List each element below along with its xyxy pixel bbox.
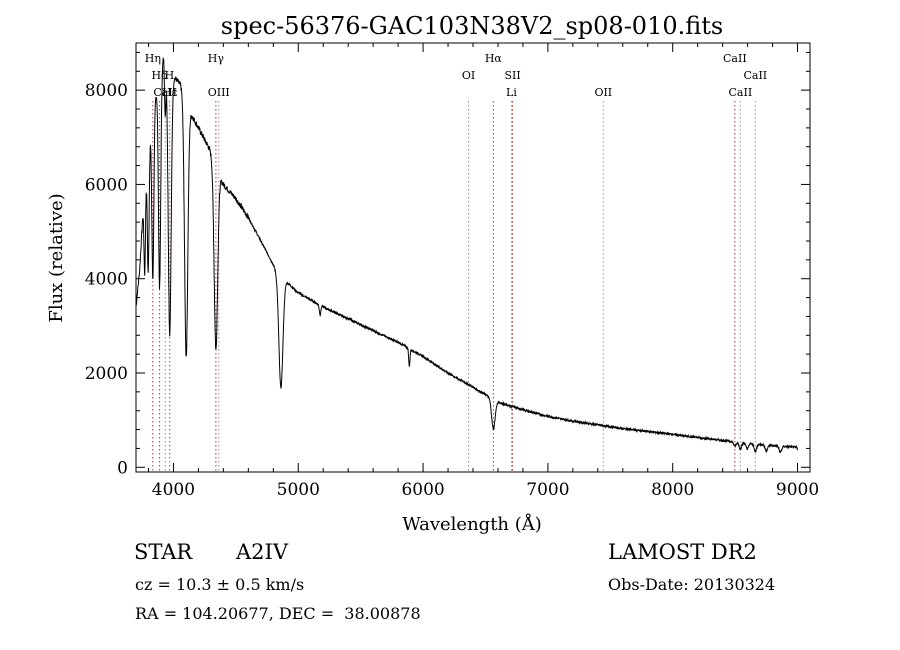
x-tick-label: 4000 xyxy=(152,480,195,500)
survey-name: LAMOST DR2 xyxy=(608,540,757,564)
line-marker-label: CaII xyxy=(723,52,747,65)
spectrum-line xyxy=(135,57,798,454)
line-marker-label: Hα xyxy=(485,52,503,65)
line-marker-label: CaII xyxy=(153,86,177,99)
line-marker-label: OI xyxy=(462,69,475,82)
x-axis-label: Wavelength (Å) xyxy=(402,513,542,535)
obs-date-text: Obs-Date: 20130324 xyxy=(608,575,776,594)
coordinates-text: RA = 104.20677, DEC = 38.00878 xyxy=(135,604,421,623)
line-marker-label: H xyxy=(165,69,175,82)
x-tick-label: 9000 xyxy=(776,480,819,500)
y-tick-label: 6000 xyxy=(85,175,128,195)
x-tick-label: 5000 xyxy=(277,480,320,500)
object-subclass: A2IV xyxy=(236,540,288,564)
line-marker-label: CaII xyxy=(743,69,767,82)
y-axis-label: Flux (relative) xyxy=(46,193,67,322)
object-class: STAR xyxy=(134,540,193,564)
x-tick-label: 8000 xyxy=(651,480,694,500)
y-tick-label: 0 xyxy=(117,458,128,478)
y-tick-label: 8000 xyxy=(85,81,128,101)
line-marker-label: SII xyxy=(504,69,520,82)
x-tick-label: 7000 xyxy=(526,480,569,500)
axis-ticks: 4000 5000 6000 7000 8000 9000 0 2000 4000 6000 800… xyxy=(85,43,819,500)
line-marker-label: Hγ xyxy=(208,52,225,65)
line-marker-label: OIII xyxy=(208,86,230,99)
x-tick-label: 6000 xyxy=(401,480,444,500)
velocity-text: cz = 10.3 ± 0.5 km/s xyxy=(135,575,305,594)
y-tick-label: 4000 xyxy=(85,270,128,290)
line-marker-label: Hη xyxy=(145,52,161,65)
chart-title: spec-56376-GAC103N38V2_sp08-010.fits xyxy=(221,12,723,40)
plot-frame xyxy=(135,42,811,473)
y-tick-label: 2000 xyxy=(85,364,128,384)
line-marker-label: OII xyxy=(594,86,612,99)
line-marker-label: CaII xyxy=(729,86,753,99)
line-marker-label: Li xyxy=(506,86,517,99)
